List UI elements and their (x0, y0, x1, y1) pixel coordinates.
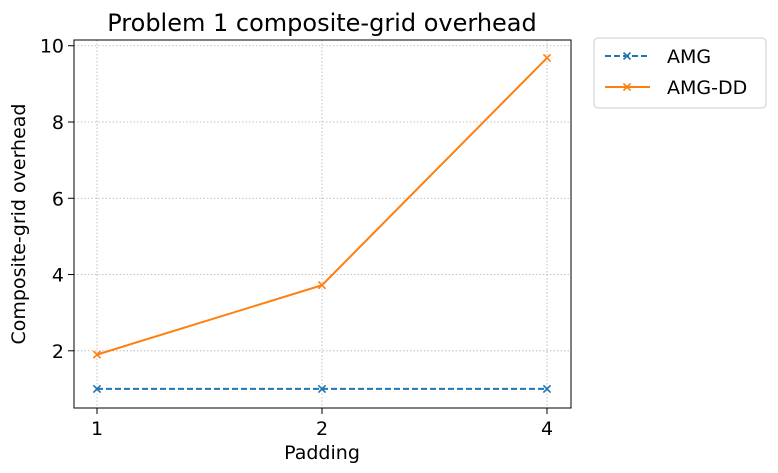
x-axis: 1 2 4 (91, 408, 553, 440)
x-tick-label: 2 (316, 418, 328, 440)
legend-label-amg-dd: AMG-DD (667, 77, 747, 99)
data-point-amg-dd (317, 281, 327, 290)
data-point-amg (317, 384, 327, 394)
chart-title: Problem 1 composite-grid overhead (107, 9, 536, 37)
y-axis: 2 4 6 8 10 (40, 36, 74, 363)
legend-marker-amg (622, 51, 632, 61)
legend-marker-amg-dd (622, 82, 632, 92)
x-axis-label: Padding (284, 442, 360, 464)
y-tick-label: 4 (52, 265, 64, 287)
y-tick-label: 10 (40, 36, 64, 58)
x-tick-label: 1 (91, 418, 103, 440)
series-layer (92, 53, 552, 394)
plot-frame (73, 39, 572, 409)
y-tick-label: 8 (52, 112, 64, 134)
legend: AMG AMG-DD (593, 37, 767, 109)
data-point-amg-dd (92, 350, 102, 359)
y-tick-label: 6 (52, 188, 64, 210)
grid (74, 40, 571, 408)
legend-label-amg: AMG (667, 46, 711, 68)
data-point-amg (542, 384, 552, 394)
x-tick-label: 4 (541, 418, 553, 440)
y-axis-label: Composite-grid overhead (8, 104, 30, 345)
data-point-amg-dd (542, 53, 552, 63)
data-point-amg (92, 384, 102, 394)
y-tick-label: 2 (52, 341, 64, 363)
